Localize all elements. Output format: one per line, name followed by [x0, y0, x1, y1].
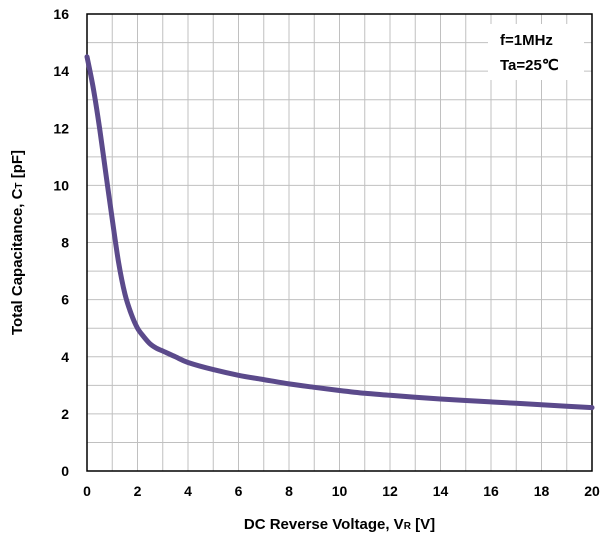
y-tick-label: 2: [61, 406, 69, 422]
x-tick-label: 0: [83, 483, 91, 499]
y-axis-label: Total Capacitance, CT [pF]: [9, 150, 26, 335]
x-tick-label: 16: [483, 483, 499, 499]
y-tick-label: 16: [53, 6, 69, 22]
x-tick-label: 10: [332, 483, 348, 499]
x-tick-label: 20: [584, 483, 600, 499]
x-tick-label: 18: [534, 483, 550, 499]
capacitance-curve: [84, 54, 595, 411]
legend-background: [488, 24, 584, 80]
plot-frame: [86, 13, 593, 472]
y-tick-label: 10: [53, 177, 69, 193]
x-axis-label-subscript: R: [404, 521, 412, 532]
x-tick-label: 12: [382, 483, 398, 499]
y-tick-label: 4: [61, 349, 69, 365]
x-tick-label: 6: [235, 483, 243, 499]
x-tick-label: 14: [433, 483, 449, 499]
temperature-annotation: Ta=25℃: [500, 57, 559, 74]
x-axis-label-main: DC Reverse Voltage, V: [244, 516, 404, 533]
x-axis-label: DC Reverse Voltage, VR [V]: [244, 516, 435, 533]
y-tick-label: 8: [61, 235, 69, 251]
y-tick-label: 0: [61, 463, 69, 479]
frequency-annotation: f=1MHz: [500, 32, 553, 49]
x-tick-label: 2: [134, 483, 142, 499]
x-tick-label: 4: [184, 483, 192, 499]
x-tick-label: 8: [285, 483, 293, 499]
y-tick-label: 12: [53, 120, 69, 136]
tick-labels: 0 2 4 6 8 10 12 14 16 18 20 0 2 4 6 8 10 12 14 16: [53, 6, 600, 499]
y-tick-label: 6: [61, 292, 69, 308]
x-axis-label-unit: [V]: [411, 516, 435, 533]
legend-box: f=1MHz Ta=25℃: [488, 24, 584, 80]
y-axis-label-subscript: T: [14, 182, 25, 188]
y-axis-label-unit: [pF]: [9, 150, 26, 182]
y-axis-label-main: Total Capacitance, C: [9, 188, 26, 335]
y-tick-label: 14: [53, 63, 69, 79]
grid: [87, 14, 592, 471]
